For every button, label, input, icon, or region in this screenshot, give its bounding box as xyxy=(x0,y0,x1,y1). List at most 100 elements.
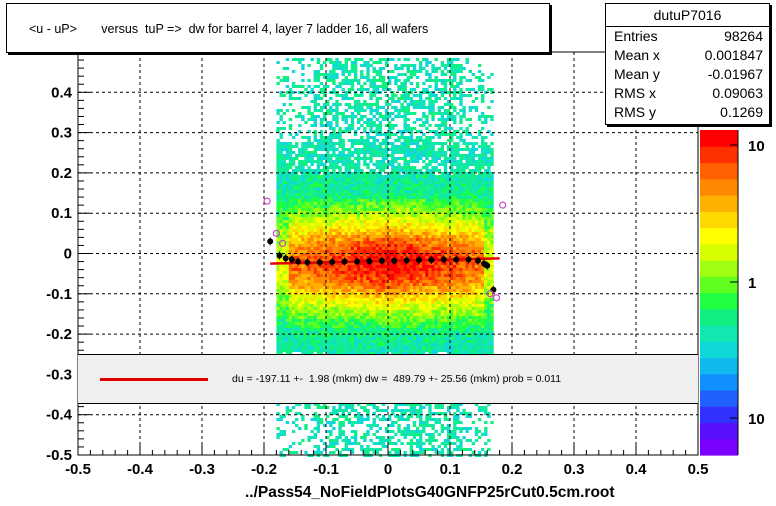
heatmap-cell xyxy=(391,154,395,157)
heatmap-cell xyxy=(301,238,305,241)
heatmap-cell xyxy=(378,241,383,244)
heatmap-cell xyxy=(415,238,420,241)
heatmap-cell xyxy=(322,136,327,139)
heatmap-cell xyxy=(366,256,370,259)
heatmap-cell xyxy=(322,220,327,223)
heatmap-cell xyxy=(369,208,373,211)
heatmap-cell xyxy=(338,427,342,430)
heatmap-cell xyxy=(366,409,370,412)
heatmap-cell xyxy=(335,220,339,223)
heatmap-cell xyxy=(307,160,311,163)
heatmap-cell xyxy=(282,289,286,292)
heatmap-cell xyxy=(378,232,383,235)
heatmap-cell xyxy=(394,253,398,256)
heatmap-cell xyxy=(350,292,355,295)
heatmap-cell xyxy=(415,202,420,205)
heatmap-cell xyxy=(397,232,401,235)
heatmap-cell xyxy=(313,211,317,214)
heatmap-cell xyxy=(372,277,376,280)
heatmap-cell xyxy=(378,67,383,70)
heatmap-cell xyxy=(350,337,355,340)
heatmap-cell xyxy=(415,403,420,406)
heatmap-cell xyxy=(353,334,358,337)
heatmap-cell xyxy=(360,181,364,184)
heatmap-cell xyxy=(391,151,395,154)
heatmap-cell xyxy=(295,97,299,100)
heatmap-cell xyxy=(406,148,410,151)
heatmap-cell xyxy=(344,79,348,82)
heatmap-cell xyxy=(304,298,308,301)
heatmap-cell xyxy=(403,184,407,187)
heatmap-cell xyxy=(307,250,311,253)
heatmap-cell xyxy=(282,163,286,166)
heatmap-cell xyxy=(350,190,355,193)
heatmap-cell xyxy=(282,283,286,286)
heatmap-cell xyxy=(291,91,296,94)
heatmap-cell xyxy=(422,265,426,268)
heatmap-cell xyxy=(307,283,311,286)
heatmap-cell xyxy=(350,343,355,346)
heatmap-cell xyxy=(310,331,314,334)
heatmap-cell xyxy=(332,103,336,106)
heatmap-cell xyxy=(329,286,333,289)
heatmap-cell xyxy=(360,64,364,67)
heatmap-cell xyxy=(304,121,308,124)
heatmap-cell xyxy=(279,160,283,163)
heatmap-cell xyxy=(422,214,426,217)
heatmap-cell xyxy=(344,301,348,304)
heatmap-cell xyxy=(301,271,305,274)
heatmap-cell xyxy=(381,205,386,208)
heatmap-cell xyxy=(366,61,370,64)
heatmap-cell xyxy=(366,106,370,109)
heatmap-cell xyxy=(344,94,348,97)
heatmap-cell xyxy=(422,280,426,283)
heatmap-cell xyxy=(350,253,355,256)
heatmap-cell xyxy=(397,337,401,340)
heatmap-cell xyxy=(391,250,395,253)
heatmap-cell xyxy=(403,295,407,298)
heatmap-cell xyxy=(332,79,336,82)
heatmap-cell xyxy=(322,241,327,244)
heatmap-cell xyxy=(381,286,386,289)
heatmap-cell xyxy=(409,334,414,337)
heatmap-cell xyxy=(350,283,355,286)
heatmap-cell xyxy=(353,208,358,211)
heatmap-cell xyxy=(415,298,420,301)
heatmap-cell xyxy=(378,172,383,175)
heatmap-cell xyxy=(412,223,417,226)
heatmap-cell xyxy=(304,142,308,145)
heatmap-cell xyxy=(338,337,342,340)
heatmap-cell xyxy=(295,313,299,316)
heatmap-cell xyxy=(409,328,414,331)
heatmap-cell xyxy=(341,238,345,241)
heatmap-cell xyxy=(425,280,429,283)
heatmap-cell xyxy=(347,70,352,73)
heatmap-cell xyxy=(384,301,389,304)
heatmap-cell xyxy=(344,97,348,100)
heatmap-cell xyxy=(285,91,290,94)
heatmap-cell xyxy=(326,406,330,409)
heatmap-cell xyxy=(313,316,317,319)
heatmap-cell xyxy=(282,205,286,208)
heatmap-cell xyxy=(341,94,345,97)
heatmap-cell xyxy=(285,187,290,190)
heatmap-cell xyxy=(322,112,327,115)
heatmap-cell xyxy=(353,247,358,250)
heatmap-cell xyxy=(412,70,417,73)
heatmap-cell xyxy=(384,232,389,235)
heatmap-cell xyxy=(304,424,308,427)
heatmap-cell xyxy=(415,328,420,331)
heatmap-cell xyxy=(344,253,348,256)
heatmap-cell xyxy=(279,196,283,199)
heatmap-cell xyxy=(341,214,345,217)
heatmap-cell xyxy=(332,445,336,448)
heatmap-cell xyxy=(415,178,420,181)
heatmap-cell xyxy=(291,229,296,232)
heatmap-cell xyxy=(391,244,395,247)
heatmap-cell xyxy=(276,307,280,310)
heatmap-cell xyxy=(344,118,348,121)
heatmap-cell xyxy=(319,331,324,334)
heatmap-cell xyxy=(412,196,417,199)
heatmap-cell xyxy=(326,217,330,220)
heatmap-cell xyxy=(350,214,355,217)
